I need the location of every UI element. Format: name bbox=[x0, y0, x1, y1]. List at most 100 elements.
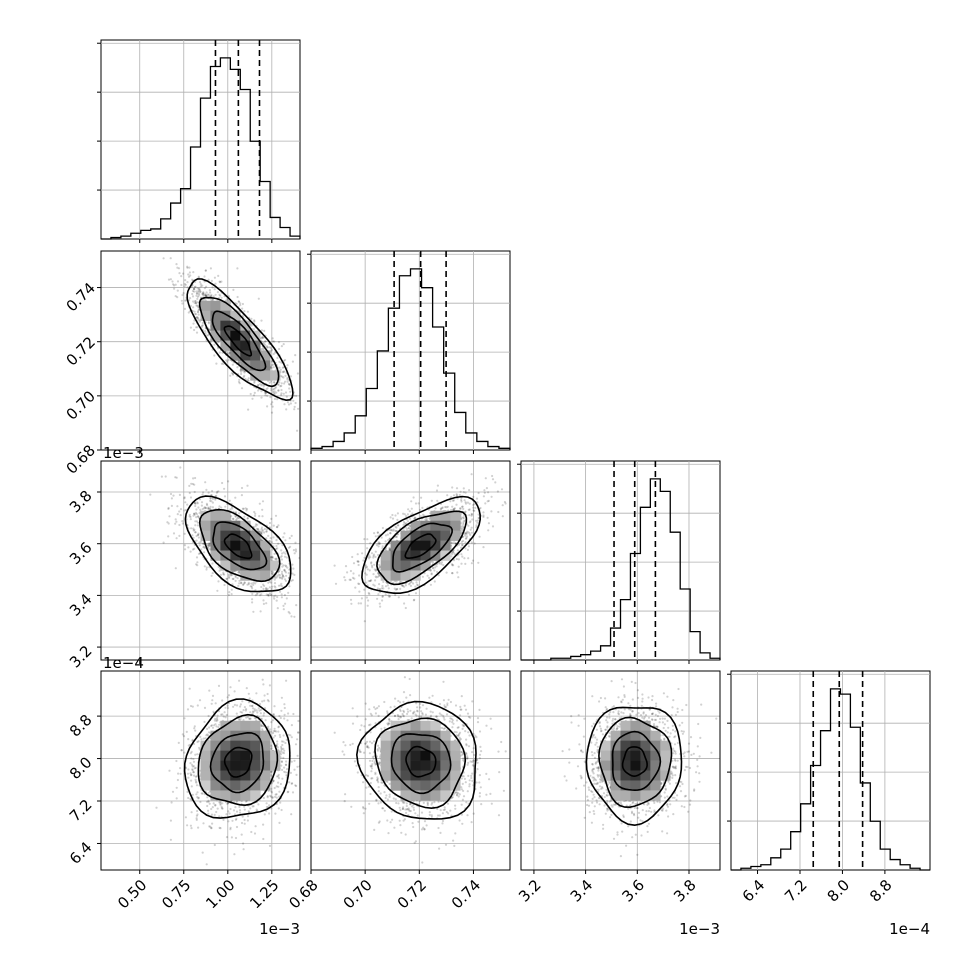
scatter-point bbox=[376, 779, 379, 782]
scatter-point bbox=[468, 521, 471, 524]
density-cell bbox=[200, 300, 211, 311]
scatter-point bbox=[255, 709, 258, 712]
scatter-point bbox=[275, 557, 278, 560]
density-cell bbox=[230, 560, 241, 571]
scatter-point bbox=[378, 746, 381, 749]
density-cell bbox=[240, 330, 251, 341]
scatter-point bbox=[471, 760, 474, 764]
scatter-point bbox=[468, 785, 471, 788]
scatter-point bbox=[217, 580, 220, 583]
scatter-point bbox=[275, 599, 278, 602]
scatter-point bbox=[284, 552, 287, 555]
scatter-point bbox=[270, 389, 273, 392]
scatter-point bbox=[344, 579, 347, 582]
scatter-point bbox=[388, 793, 391, 796]
scatter-point bbox=[451, 553, 454, 556]
scatter-point bbox=[381, 584, 384, 588]
scatter-point bbox=[193, 287, 196, 290]
scatter-point bbox=[228, 812, 231, 815]
scatter-point bbox=[253, 709, 256, 713]
scatter-point bbox=[271, 388, 274, 391]
scatter-point bbox=[464, 730, 467, 733]
scatter-point bbox=[369, 579, 372, 583]
scatter-point bbox=[333, 731, 336, 734]
scatter-point bbox=[470, 473, 473, 476]
scatter-point bbox=[401, 584, 404, 588]
scatter-point bbox=[467, 531, 470, 534]
scatter-point bbox=[182, 735, 186, 738]
scatter-point bbox=[491, 474, 494, 478]
scatter-point bbox=[186, 503, 189, 506]
density-cell bbox=[220, 510, 231, 521]
scatter-point bbox=[390, 810, 393, 813]
scatter-point bbox=[192, 477, 195, 480]
scatter-point bbox=[185, 730, 188, 734]
scatter-point bbox=[416, 706, 419, 709]
scatter-point bbox=[473, 542, 476, 545]
density-cell bbox=[230, 330, 241, 341]
scatter-point bbox=[456, 571, 459, 574]
density-cell bbox=[380, 550, 391, 561]
scatter-point bbox=[269, 347, 272, 350]
histogram-panel-3 bbox=[727, 670, 931, 874]
scatter-point bbox=[274, 586, 277, 589]
density-cell bbox=[230, 750, 241, 761]
scatter-point bbox=[191, 278, 194, 281]
scatter-point bbox=[683, 805, 686, 809]
scatter-point bbox=[271, 796, 274, 799]
scatter-point bbox=[272, 387, 275, 391]
scatter-point bbox=[228, 351, 231, 354]
scatter-point bbox=[205, 285, 208, 288]
scatter-point bbox=[344, 793, 347, 796]
scatter-point bbox=[197, 319, 200, 322]
scatter-point bbox=[383, 809, 386, 812]
scatter-point bbox=[386, 710, 389, 713]
scatter-point bbox=[405, 527, 408, 530]
density-cell bbox=[210, 550, 221, 561]
scatter-panel-0-1 bbox=[97, 250, 301, 454]
scatter-point bbox=[149, 493, 152, 496]
scatter-point bbox=[461, 752, 464, 755]
scatter-point bbox=[597, 788, 600, 791]
scatter-point bbox=[386, 711, 389, 715]
scatter-point bbox=[275, 544, 278, 548]
scatter-point bbox=[410, 500, 413, 503]
scatter-point bbox=[273, 729, 276, 733]
scatter-point bbox=[364, 742, 367, 745]
scatter-point bbox=[201, 292, 204, 295]
scatter-point bbox=[285, 738, 288, 742]
scatter-point bbox=[260, 725, 263, 728]
scatter-point bbox=[343, 800, 346, 803]
scatter-point bbox=[604, 728, 607, 731]
scatter-point bbox=[270, 387, 273, 390]
scatter-point bbox=[437, 800, 440, 803]
scatter-point bbox=[272, 713, 275, 716]
scatter-point bbox=[474, 506, 477, 509]
scatter-point bbox=[268, 592, 272, 595]
scatter-point bbox=[465, 801, 468, 804]
scatter-point bbox=[453, 507, 456, 510]
scatter-point bbox=[218, 340, 221, 343]
scatter-point bbox=[471, 764, 474, 767]
scatter-point bbox=[232, 577, 235, 581]
scatter-point bbox=[213, 288, 216, 291]
scatter-point bbox=[240, 581, 243, 584]
scatter-point bbox=[467, 731, 470, 734]
scatter-point bbox=[378, 573, 381, 576]
scatter-point bbox=[196, 704, 199, 707]
scatter-point bbox=[166, 521, 169, 524]
scatter-point bbox=[289, 402, 292, 405]
scatter-point bbox=[225, 836, 229, 839]
scatter-point bbox=[211, 489, 214, 493]
scatter-point bbox=[238, 378, 241, 381]
scatter-point bbox=[177, 741, 180, 745]
scatter-point bbox=[438, 814, 441, 817]
scatter-point bbox=[176, 505, 179, 508]
scatter-point bbox=[215, 718, 218, 721]
scatter-point bbox=[682, 730, 685, 733]
scatter-point bbox=[608, 800, 611, 803]
density-cell bbox=[250, 360, 261, 371]
scatter-point bbox=[215, 491, 218, 494]
scatter-point bbox=[290, 736, 293, 739]
density-cell bbox=[230, 790, 241, 801]
